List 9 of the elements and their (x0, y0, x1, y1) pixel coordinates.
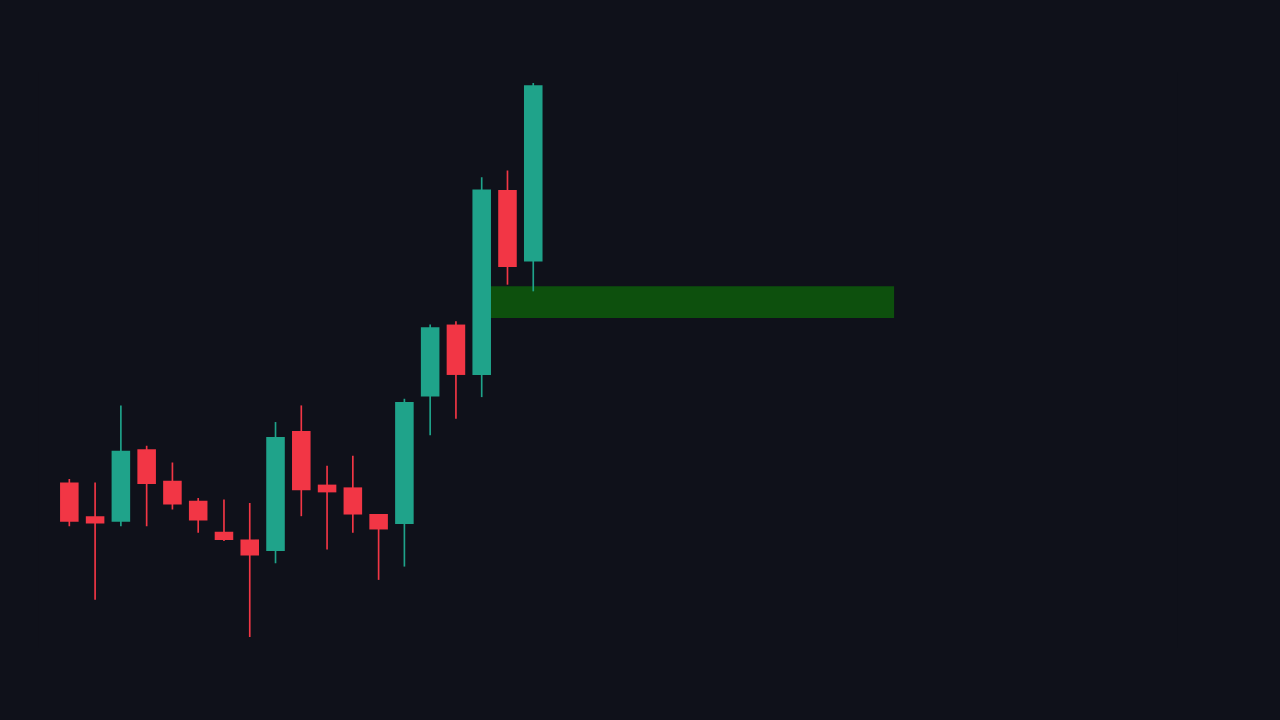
candlestick (343, 454, 363, 534)
candlestick (60, 478, 79, 527)
candlestick (240, 502, 260, 638)
candlestick (163, 461, 182, 511)
candlestick (188, 497, 208, 534)
candlestick (137, 445, 156, 527)
candlestick (214, 498, 234, 542)
candlestick (85, 481, 105, 601)
candlestick (369, 513, 388, 581)
